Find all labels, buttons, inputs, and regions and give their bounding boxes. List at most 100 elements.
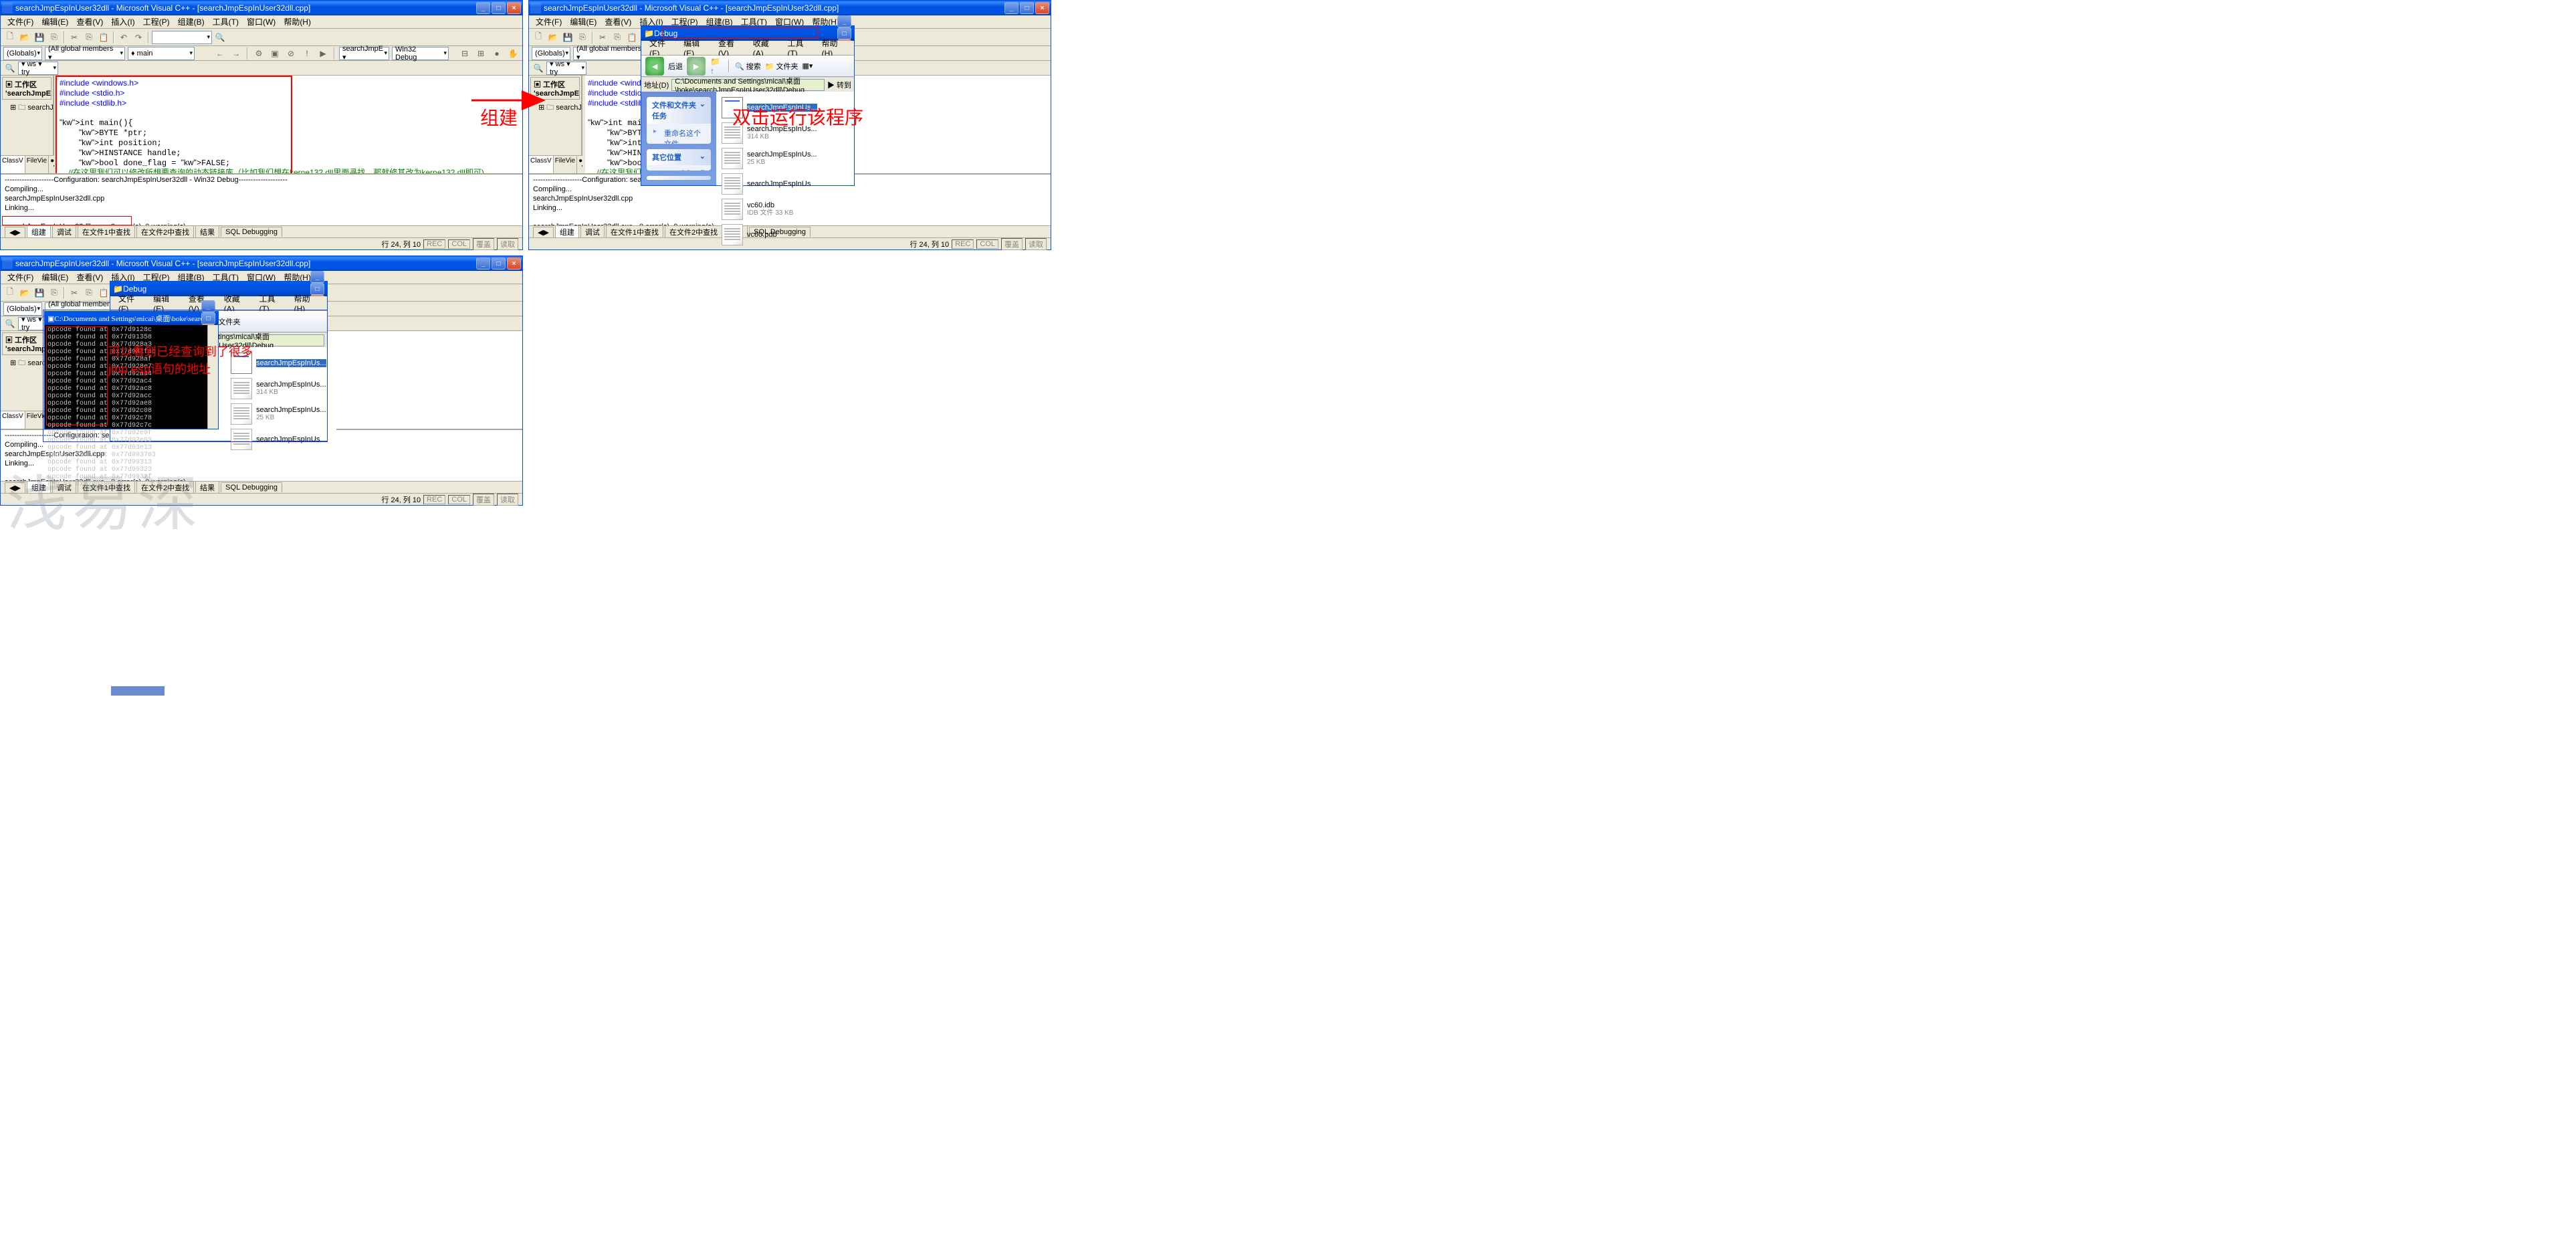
tab-find2[interactable]: 在文件2中查找 bbox=[665, 225, 722, 238]
menu-build[interactable]: 组建(B) bbox=[174, 15, 209, 29]
find-icon[interactable]: 🔍 bbox=[213, 31, 227, 44]
workspace-item[interactable]: ⊞ 🗀 searchJmpEspInUs bbox=[1, 101, 53, 115]
find-expr-combo[interactable]: ▾ ws ▾ try bbox=[546, 62, 586, 75]
minimize-button[interactable]: _ bbox=[310, 271, 324, 283]
tab-sql[interactable]: SQL Debugging bbox=[221, 482, 282, 492]
cut-icon[interactable]: ✂ bbox=[68, 31, 81, 44]
taskbox-title[interactable]: 文件和文件夹任务 bbox=[647, 97, 711, 124]
tab-build[interactable]: 组建 bbox=[555, 225, 579, 238]
open-file-icon[interactable]: 📂 bbox=[18, 286, 31, 300]
file-item[interactable]: vc60.idbIDB 文件 33 KB bbox=[722, 199, 822, 220]
nav-up-icon[interactable]: 📁↑ bbox=[710, 60, 723, 73]
go-icon[interactable]: ▶ bbox=[316, 47, 330, 60]
maximize-button[interactable]: □ bbox=[201, 312, 215, 324]
menu-view[interactable]: 查看(V) bbox=[72, 15, 107, 29]
menu-tools[interactable]: 工具(T) bbox=[209, 15, 243, 29]
tab-debug[interactable]: 调试 bbox=[580, 225, 605, 238]
globals-combo[interactable]: (Globals) bbox=[3, 47, 42, 60]
task-link[interactable]: 重命名这个文件 bbox=[652, 126, 706, 144]
tab-find1[interactable]: 在文件1中查找 bbox=[606, 225, 663, 238]
taskbox-title[interactable]: 详细信息 bbox=[647, 176, 711, 180]
magnify-icon[interactable]: 🔍 bbox=[3, 62, 17, 75]
go-button[interactable]: ▶ 转到 bbox=[827, 80, 851, 90]
minimize-button[interactable]: _ bbox=[476, 2, 490, 14]
code-editor[interactable]: #include <windows.h> #include <stdio.h> … bbox=[54, 76, 522, 173]
build-icon[interactable]: ▣ bbox=[268, 47, 282, 60]
minimize-button[interactable]: _ bbox=[476, 258, 490, 270]
target-combo[interactable]: searchJmpE ▾ bbox=[339, 47, 389, 60]
tile-v-icon[interactable]: ⊞ bbox=[474, 47, 488, 60]
minimize-button[interactable]: _ bbox=[1004, 2, 1018, 14]
find-expr-combo[interactable]: ▾ ws ▾ try bbox=[18, 62, 58, 75]
tab-sql[interactable]: SQL Debugging bbox=[221, 227, 282, 237]
menu-edit[interactable]: 编辑(E) bbox=[566, 15, 601, 29]
titlebar[interactable]: searchJmpEspInUser32dll - Microsoft Visu… bbox=[1, 256, 522, 271]
menu-file[interactable]: 文件(F) bbox=[532, 15, 566, 29]
save-all-icon[interactable]: ⎘ bbox=[47, 286, 61, 300]
save-icon[interactable]: 💾 bbox=[561, 31, 574, 44]
new-file-icon[interactable]: 🗋 bbox=[532, 31, 545, 44]
globals-combo[interactable]: (Globals) bbox=[3, 302, 42, 316]
titlebar[interactable]: searchJmpEspInUser32dll - Microsoft Visu… bbox=[1, 1, 522, 15]
symbol-combo[interactable]: ♦ main bbox=[128, 47, 195, 60]
menu-project[interactable]: 工程(P) bbox=[139, 15, 174, 29]
file-item[interactable]: searchJmpEspInUs...25 KB bbox=[722, 148, 822, 169]
menu-help[interactable]: 帮助(H) bbox=[280, 15, 315, 29]
close-button[interactable]: × bbox=[507, 2, 521, 14]
nav-back-icon[interactable]: ← bbox=[213, 47, 227, 60]
tab-results[interactable]: 结果 bbox=[195, 225, 219, 238]
new-file-icon[interactable]: 🗋 bbox=[3, 286, 17, 300]
maximize-button[interactable]: □ bbox=[492, 258, 506, 270]
new-file-icon[interactable]: 🗋 bbox=[3, 31, 17, 44]
cut-icon[interactable]: ✂ bbox=[596, 31, 609, 44]
nav-fwd-icon[interactable]: → bbox=[229, 47, 243, 60]
paste-icon[interactable]: 📋 bbox=[97, 31, 110, 44]
nav-fwd-button[interactable]: ► bbox=[687, 57, 706, 76]
task-link[interactable]: searchJmpEspInUser32dll bbox=[652, 168, 706, 171]
tab-classview[interactable]: ClassV bbox=[1, 156, 25, 173]
tab-fileview[interactable]: FileVie bbox=[554, 156, 577, 173]
menu-window[interactable]: 窗口(W) bbox=[243, 15, 280, 29]
titlebar[interactable]: searchJmpEspInUser32dll - Microsoft Visu… bbox=[529, 1, 1051, 15]
minimize-button[interactable]: _ bbox=[837, 15, 851, 27]
menu-file[interactable]: 文件(F) bbox=[3, 270, 37, 284]
redo-icon[interactable]: ↷ bbox=[132, 31, 145, 44]
tile-h-icon[interactable]: ⊟ bbox=[458, 47, 471, 60]
views-button[interactable]: ▦▾ bbox=[802, 62, 813, 70]
file-item[interactable]: vc60.pdb bbox=[722, 224, 822, 245]
compile-icon[interactable]: ⚙ bbox=[252, 47, 265, 60]
taskbox-title[interactable]: 其它位置 bbox=[647, 149, 711, 165]
file-item[interactable]: searchJmpEspInUs bbox=[722, 173, 822, 195]
open-file-icon[interactable]: 📂 bbox=[546, 31, 560, 44]
file-item[interactable]: searchJmpEspInUs bbox=[231, 429, 331, 450]
config-combo[interactable]: Win32 Debug bbox=[392, 47, 449, 60]
menu-file[interactable]: 文件(F) bbox=[3, 15, 37, 29]
tab-find1[interactable]: 在文件1中查找 bbox=[78, 225, 135, 238]
nav-back-button[interactable]: ◄ bbox=[645, 57, 664, 76]
execute-icon[interactable]: ! bbox=[300, 47, 314, 60]
breakpoint-icon[interactable]: ● bbox=[490, 47, 504, 60]
save-all-icon[interactable]: ⎘ bbox=[576, 31, 589, 44]
tab-fileview[interactable]: FileVie bbox=[25, 156, 49, 173]
members-combo[interactable]: (All global members ▾ bbox=[45, 47, 125, 60]
menu-edit[interactable]: 编辑(E) bbox=[37, 15, 72, 29]
copy-icon[interactable]: ⎘ bbox=[611, 31, 624, 44]
tab-build[interactable]: 组建 bbox=[27, 225, 51, 238]
tab-find2[interactable]: 在文件2中查找 bbox=[136, 225, 194, 238]
minimize-button[interactable]: _ bbox=[201, 300, 215, 312]
save-all-icon[interactable]: ⎘ bbox=[47, 31, 61, 44]
undo-icon[interactable]: ↶ bbox=[117, 31, 130, 44]
workspace-combo[interactable] bbox=[152, 31, 212, 44]
hand-icon[interactable]: ✋ bbox=[506, 47, 520, 60]
magnify-icon[interactable]: 🔍 bbox=[532, 62, 545, 75]
paste-icon[interactable]: 📋 bbox=[97, 286, 110, 300]
save-icon[interactable]: 💾 bbox=[33, 286, 46, 300]
search-button[interactable]: 🔍 搜索 bbox=[735, 61, 761, 72]
address-input[interactable]: C:\Documents and Settings\micai\桌面\boke\… bbox=[671, 79, 825, 91]
file-item[interactable]: searchJmpEspInUs...314 KB bbox=[231, 378, 331, 399]
file-item[interactable]: searchJmpEspInUs...25 KB bbox=[231, 403, 331, 425]
menu-view[interactable]: 查看(V) bbox=[72, 270, 107, 284]
tab-debug[interactable]: 调试 bbox=[52, 225, 76, 238]
console-titlebar[interactable]: ▣ C:\Documents and Settings\micai\桌面\bok… bbox=[45, 312, 218, 325]
stop-build-icon[interactable]: ⊘ bbox=[284, 47, 298, 60]
